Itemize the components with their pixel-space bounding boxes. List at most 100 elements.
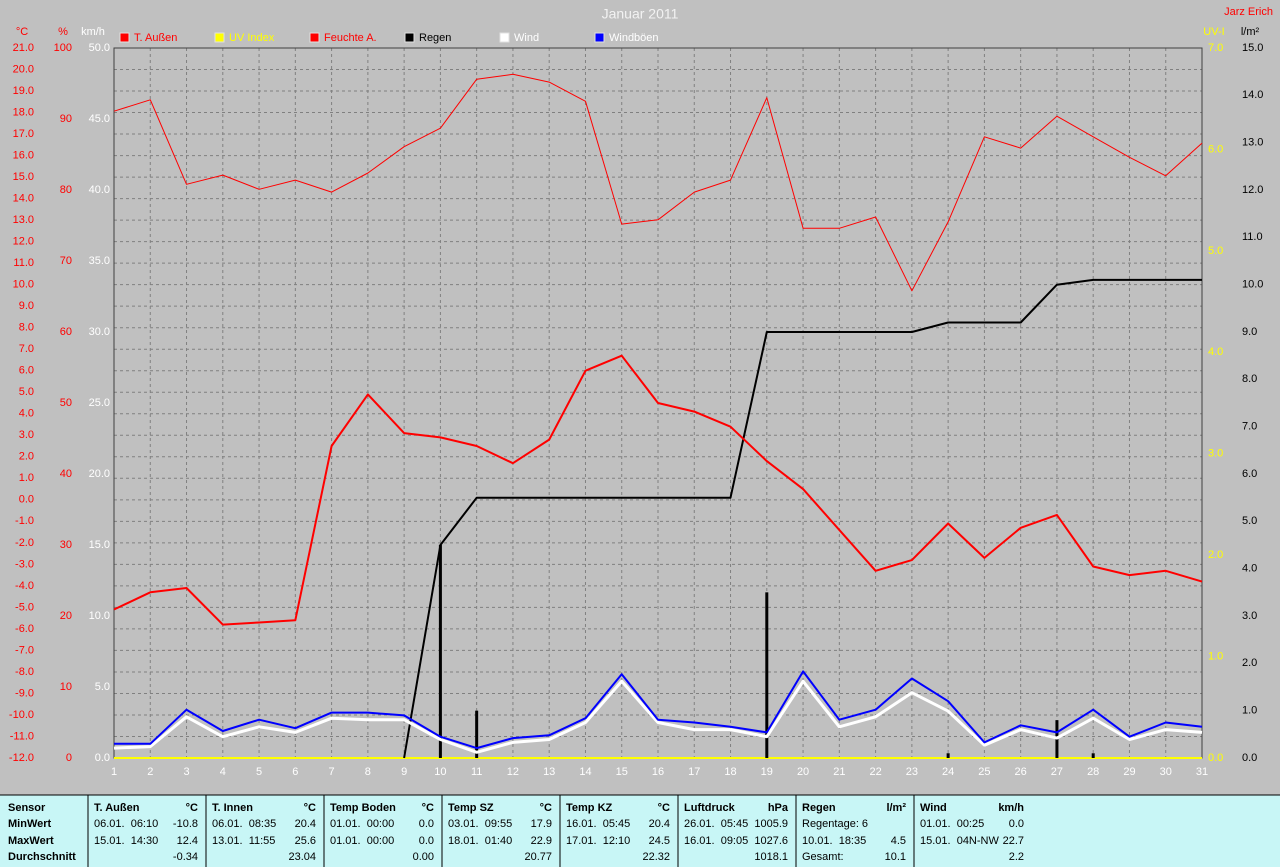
- cell-value: 1005.9: [754, 818, 788, 830]
- row-label: Durchschnitt: [8, 851, 76, 863]
- y-tick-label: -1.0: [15, 515, 34, 527]
- series-line: [113, 354, 1203, 626]
- legend-label: Wind: [514, 32, 539, 44]
- column-header: T. Innen: [212, 802, 253, 814]
- column-header: Temp KZ: [566, 802, 613, 814]
- y-tick-label: 5.0: [1242, 515, 1257, 527]
- cell-text: 01.01. 00:00: [330, 818, 394, 830]
- y-tick-label: 20: [60, 610, 72, 622]
- cell-text: 17.01. 12:10: [566, 835, 630, 847]
- y-tick-label: 1.0: [19, 472, 34, 484]
- x-tick-label: 21: [833, 766, 845, 778]
- cell-text: Regentage: 6: [802, 818, 868, 830]
- x-tick-label: 15: [616, 766, 628, 778]
- cell-text: 13.01. 11:55: [212, 835, 275, 847]
- column-header: Luftdruck: [684, 802, 736, 814]
- cell-value: 20.4: [649, 818, 670, 830]
- series-line: [113, 679, 1203, 754]
- x-tick-label: 30: [1160, 766, 1172, 778]
- cell-text: 03.01. 09:55: [448, 818, 512, 830]
- row-label: MaxWert: [8, 835, 54, 847]
- row-label: Sensor: [8, 802, 46, 814]
- cell-text: 16.01. 09:05: [684, 835, 748, 847]
- column-unit: km/h: [998, 802, 1024, 814]
- legend-label: Regen: [419, 32, 451, 44]
- cell-value: 0.0: [1009, 818, 1024, 830]
- y-tick-label: 5.0: [1208, 245, 1223, 257]
- y-tick-label: 40: [60, 468, 72, 480]
- y-tick-label: 13.0: [1242, 137, 1263, 149]
- column-unit: hPa: [768, 802, 789, 814]
- author: Jarz Erich: [1224, 6, 1273, 18]
- cell-value: 12.4: [177, 835, 198, 847]
- cell-value: 20.77: [524, 851, 552, 863]
- x-tick-label: 24: [942, 766, 954, 778]
- cell-value: 0.0: [419, 835, 434, 847]
- y-tick-label: 80: [60, 184, 72, 196]
- series-line: [403, 278, 1202, 759]
- axis-unit-label: %: [58, 26, 68, 38]
- y-tick-label: 14.0: [13, 193, 34, 205]
- legend-label: T. Außen: [134, 32, 177, 44]
- marks: [113, 73, 1203, 759]
- y-tick-label: 12.0: [13, 236, 34, 248]
- cell-value: 25.6: [295, 835, 316, 847]
- column-header: Temp SZ: [448, 802, 494, 814]
- x-tick-label: 19: [761, 766, 773, 778]
- x-tick-label: 10: [434, 766, 446, 778]
- x-tick-label: 6: [292, 766, 298, 778]
- cell-value: 23.04: [288, 851, 316, 863]
- x-tick-label: 22: [869, 766, 881, 778]
- y-tick-label: 0.0: [1242, 752, 1257, 764]
- y-tick-label: 7.0: [1242, 421, 1257, 433]
- y-tick-label: -9.0: [15, 687, 34, 699]
- x-tick-label: 28: [1087, 766, 1099, 778]
- cell-value: -10.8: [173, 818, 198, 830]
- y-tick-label: -8.0: [15, 666, 34, 678]
- y-tick-label: 6.0: [1208, 143, 1223, 155]
- y-tick-label: 0.0: [1208, 752, 1223, 764]
- y-tick-label: 4.0: [1242, 563, 1257, 575]
- cell-value: 22.9: [531, 835, 552, 847]
- cell-value: 2.2: [1009, 851, 1024, 863]
- y-tick-label: 21.0: [13, 42, 34, 54]
- y-tick-label: 10: [60, 681, 72, 693]
- y-tick-label: -3.0: [15, 558, 34, 570]
- cell-text: 15.01. 04N-NW: [920, 835, 999, 847]
- grid: [113, 47, 1203, 759]
- y-tick-label: 60: [60, 326, 72, 338]
- y-tick-label: 40.0: [89, 184, 110, 196]
- x-tick-label: 18: [724, 766, 736, 778]
- x-tick-label: 7: [329, 766, 335, 778]
- cell-value: 20.4: [295, 818, 316, 830]
- cell-text: 06.01. 06:10: [94, 818, 158, 830]
- column-header: Temp Boden: [330, 802, 396, 814]
- legend-swatch: [309, 32, 320, 43]
- y-tick-label: 2.0: [19, 451, 34, 463]
- y-tick-label: 10.0: [13, 279, 34, 291]
- cell-text: 10.01. 18:35: [802, 835, 866, 847]
- axis-unit-label: UV-I: [1203, 26, 1224, 38]
- y-tick-label: -4.0: [15, 580, 34, 592]
- x-tick-label: 25: [978, 766, 990, 778]
- y-tick-label: 7.0: [19, 343, 34, 355]
- legend-swatch: [119, 32, 130, 43]
- cell-value: 1018.1: [754, 851, 788, 863]
- column-header: Regen: [802, 802, 836, 814]
- column-unit: °C: [304, 802, 316, 814]
- y-tick-label: 50: [60, 397, 72, 409]
- y-tick-label: 1.0: [1208, 650, 1223, 662]
- column-unit: °C: [540, 802, 552, 814]
- y-tick-label: 20.0: [89, 468, 110, 480]
- y-tick-label: -2.0: [15, 537, 34, 549]
- y-tick-label: 0.0: [19, 494, 34, 506]
- column-unit: l/m²: [886, 802, 906, 814]
- y-tick-label: -12.0: [9, 752, 34, 764]
- column-unit: °C: [658, 802, 670, 814]
- y-tick-label: 13.0: [13, 214, 34, 226]
- legend-swatch: [594, 32, 605, 43]
- x-tick-label: 14: [579, 766, 591, 778]
- x-tick-label: 2: [147, 766, 153, 778]
- x-tick-label: 27: [1051, 766, 1063, 778]
- y-tick-label: 19.0: [13, 85, 34, 97]
